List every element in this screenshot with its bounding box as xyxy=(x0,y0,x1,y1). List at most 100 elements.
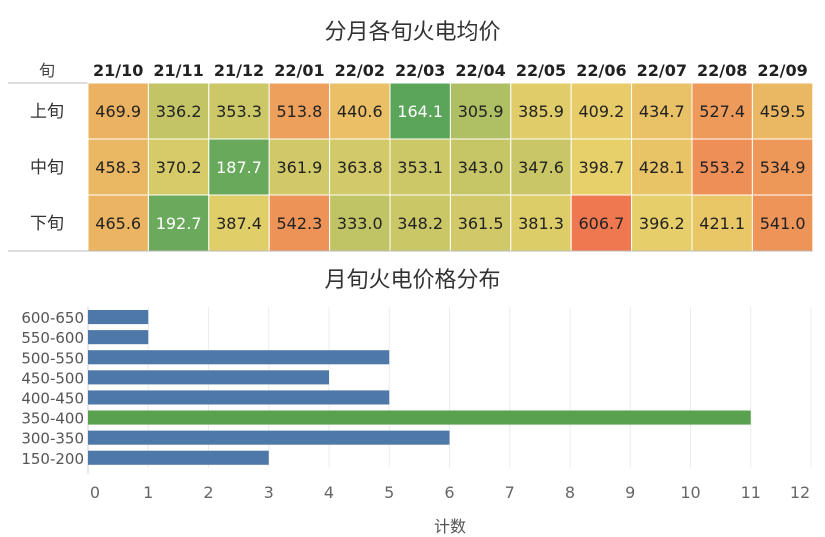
cell-value-label: 353.3 xyxy=(216,102,262,121)
cell-value-label: 440.6 xyxy=(337,102,383,121)
cell-value-label: 353.1 xyxy=(397,158,443,177)
cell-value-label: 513.8 xyxy=(276,102,322,121)
cell-value-label: 387.4 xyxy=(216,214,262,233)
row-label: 中旬 xyxy=(30,158,64,178)
heatmap-cell xyxy=(87,138,149,196)
bar xyxy=(88,370,329,385)
cell-value-label: 164.1 xyxy=(397,102,443,121)
cell-value-label: 606.7 xyxy=(578,214,624,233)
cell-value-label: 187.7 xyxy=(216,158,262,177)
category-label: 450-500 xyxy=(21,369,84,387)
month-header: 22/05 xyxy=(516,61,566,80)
cell-value-label: 428.1 xyxy=(639,158,685,177)
cell-value-label: 361.9 xyxy=(276,158,322,177)
cell-value-label: 527.4 xyxy=(699,102,745,121)
cell-value-label: 434.7 xyxy=(639,102,685,121)
heatmap: 旬 21/10 21/11 21/12 22/01 22/02 22/03 22/04 22/0… xyxy=(8,61,814,252)
x-tick-label: 7 xyxy=(505,483,515,502)
cell-value-label: 381.3 xyxy=(518,214,564,233)
heatmap-cell xyxy=(751,82,814,140)
row-header-label: 旬 xyxy=(39,61,55,80)
x-tick-label: 12 xyxy=(790,483,810,502)
category-label: 300-350 xyxy=(21,430,84,448)
cell-value-label: 305.9 xyxy=(458,102,504,121)
heatmap-cell xyxy=(389,194,451,252)
cell-value-label: 553.2 xyxy=(699,158,745,177)
cell-value-label: 409.2 xyxy=(578,102,624,121)
heatmap-cell xyxy=(751,194,814,252)
x-axis-label: 计数 xyxy=(434,517,466,536)
cell-value-label: 398.7 xyxy=(578,158,624,177)
cell-value-label: 336.2 xyxy=(156,102,202,121)
x-tick-label: 8 xyxy=(565,483,575,502)
x-tick-label: 3 xyxy=(264,483,274,502)
cell-value-label: 385.9 xyxy=(518,102,564,121)
cell-value-label: 348.2 xyxy=(397,214,443,233)
heatmap-cell xyxy=(208,194,270,252)
heatmap-cell xyxy=(449,194,512,252)
heatmap-title: 分月各旬火电均价 xyxy=(324,20,501,45)
bar xyxy=(88,350,390,365)
month-header: 22/04 xyxy=(455,61,505,80)
heatmap-cell xyxy=(389,82,451,140)
heatmap-cell xyxy=(389,138,451,196)
x-tick-label: 5 xyxy=(384,483,394,502)
heatmap-cell xyxy=(208,138,270,196)
heatmap-cell xyxy=(691,82,753,140)
category-label: 550-600 xyxy=(21,329,84,347)
cell-value-label: 458.3 xyxy=(95,158,141,177)
category-label: 600-650 xyxy=(21,309,84,327)
cell-value-label: 465.6 xyxy=(95,214,141,233)
heatmap-cell xyxy=(631,82,693,140)
bar xyxy=(88,430,450,445)
bar xyxy=(88,310,149,325)
x-tick-label: 1 xyxy=(143,483,153,502)
month-header: 22/07 xyxy=(637,61,687,80)
heatmap-cell xyxy=(631,194,693,252)
cell-value-label: 542.3 xyxy=(276,214,322,233)
month-header: 22/01 xyxy=(274,61,324,80)
heatmap-cell xyxy=(87,194,149,252)
bar-chart: 600-650 550-600 500-550 450-500 400-450 350-4… xyxy=(21,307,812,536)
month-header: 21/10 xyxy=(93,61,143,80)
heatmap-cell xyxy=(147,138,210,196)
heatmap-cell xyxy=(147,194,210,252)
cell-value-label: 343.0 xyxy=(458,158,504,177)
cell-value-label: 370.2 xyxy=(156,158,202,177)
month-header: 22/09 xyxy=(757,61,807,80)
category-label: 500-550 xyxy=(21,349,84,367)
cell-value-label: 347.6 xyxy=(518,158,564,177)
month-header: 22/08 xyxy=(697,61,747,80)
cell-value-label: 534.9 xyxy=(760,158,806,177)
cell-value-label: 363.8 xyxy=(337,158,383,177)
cell-value-label: 333.0 xyxy=(337,214,383,233)
cell-value-label: 421.1 xyxy=(699,214,745,233)
heatmap-cell xyxy=(329,194,391,252)
heatmap-cell xyxy=(147,82,210,140)
heatmap-cell xyxy=(570,82,633,140)
bar-chart-title: 月旬火电价格分布 xyxy=(324,268,501,293)
cell-value-label: 192.7 xyxy=(156,214,202,233)
cell-value-label: 469.9 xyxy=(95,102,141,121)
month-header: 21/11 xyxy=(153,61,203,80)
bar xyxy=(88,330,149,345)
heatmap-cell xyxy=(449,138,512,196)
cell-value-label: 541.0 xyxy=(760,214,806,233)
row-label: 上旬 xyxy=(30,102,64,122)
bar xyxy=(88,390,390,405)
heatmap-cell xyxy=(268,194,331,252)
row-label: 下旬 xyxy=(30,214,64,234)
bar xyxy=(88,410,751,425)
x-tick-label: 2 xyxy=(203,483,213,502)
x-tick-label: 9 xyxy=(625,483,635,502)
category-label: 350-400 xyxy=(21,410,84,428)
x-tick-label: 6 xyxy=(444,483,454,502)
x-tick-label: 4 xyxy=(324,483,334,502)
category-label: 400-450 xyxy=(21,389,84,407)
bar xyxy=(88,450,269,465)
cell-value-label: 361.5 xyxy=(458,214,504,233)
category-label: 150-200 xyxy=(21,450,84,468)
month-header: 22/03 xyxy=(395,61,445,80)
month-header: 22/02 xyxy=(335,61,385,80)
heatmap-cell xyxy=(751,138,814,196)
